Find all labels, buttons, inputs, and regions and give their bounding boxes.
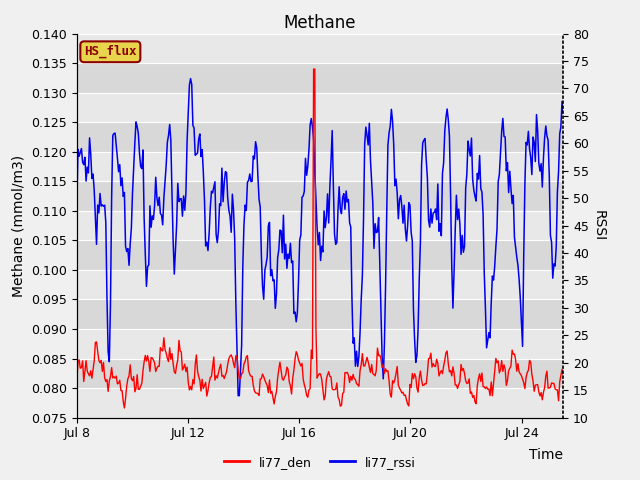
Bar (77, 240, 563, 270)
Text: Time: Time (529, 448, 563, 462)
Bar (77, 211, 563, 240)
Bar (77, 122, 563, 152)
Bar (77, 63, 563, 93)
Bar (77, 329, 563, 359)
Bar (77, 359, 563, 388)
Y-axis label: Methane (mmol/m3): Methane (mmol/m3) (12, 155, 26, 297)
Bar (77, 300, 563, 329)
Title: Methane: Methane (284, 14, 356, 32)
Bar (77, 181, 563, 211)
Bar (77, 270, 563, 300)
Y-axis label: RSSI: RSSI (591, 210, 605, 241)
Bar (77, 388, 563, 418)
Bar (77, 93, 563, 122)
Bar (77, 34, 563, 63)
Text: HS_flux: HS_flux (84, 45, 136, 59)
Bar (77, 152, 563, 181)
Legend: li77_den, li77_rssi: li77_den, li77_rssi (219, 451, 421, 474)
